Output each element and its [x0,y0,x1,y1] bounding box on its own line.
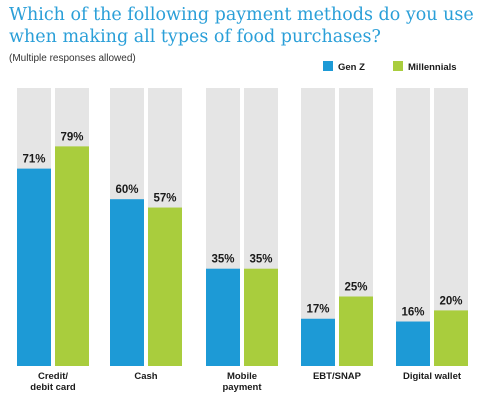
category-label: Credit/ [38,371,68,382]
data-label: 35% [211,254,234,266]
data-label: 71% [22,154,45,166]
bar-genz [17,168,51,366]
data-label: 60% [115,184,138,196]
bar-genz [206,268,240,366]
chart-subtitle: (Multiple responses allowed) [9,53,136,64]
bar-millennials [244,268,278,366]
bar-genz [110,199,144,366]
legend-swatch [323,61,333,71]
bar-track [396,88,430,366]
data-label: 20% [439,295,462,307]
legend-swatch [393,61,403,71]
category-label: Digital wallet [403,371,462,382]
category-label: debit card [30,382,76,393]
category-label: Cash [134,371,157,382]
data-label: 25% [344,282,367,294]
category-label: Mobile [227,371,257,382]
data-label: 57% [153,193,176,205]
bar-genz [396,321,430,366]
category-label: payment [222,382,262,393]
data-label: 79% [60,131,83,143]
legend-label: Millennials [408,62,457,73]
data-label: 16% [401,307,424,319]
bar-genz [301,318,335,366]
bar-millennials [339,296,373,366]
category-label: EBT/SNAP [313,371,362,382]
chart-title: Which of the following payment methods d… [9,5,474,47]
bar-millennials [55,146,89,366]
data-label: 35% [249,254,272,266]
bar-millennials [434,310,468,366]
legend-label: Gen Z [338,62,365,73]
data-label: 17% [306,304,329,316]
bar-millennials [148,207,182,366]
